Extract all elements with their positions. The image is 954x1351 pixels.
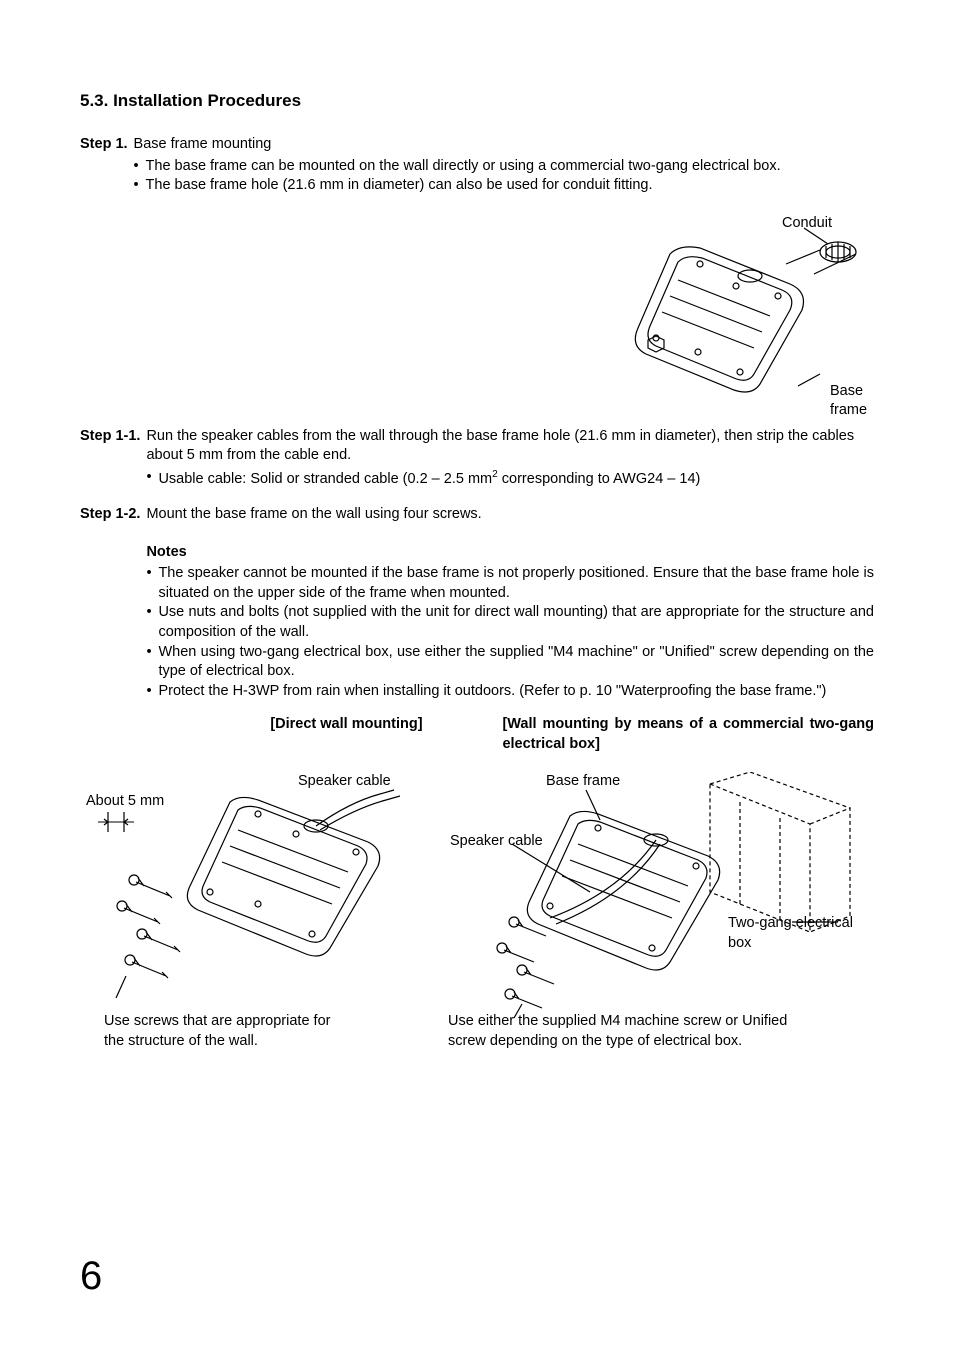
cable-suffix: corresponding to AWG24 – 14)	[498, 471, 701, 487]
note-item: When using two-gang electrical box, use …	[146, 643, 874, 682]
page: 5.3. Installation Procedures Step 1. Bas…	[0, 0, 954, 1351]
step1-1-label: Step 1-1.	[80, 427, 146, 490]
page-number: 6	[80, 1249, 102, 1303]
caption-left: Use screws that are appropriate for the …	[104, 1012, 344, 1051]
column-titles: [Direct wall mounting] [Wall mounting by…	[146, 715, 874, 754]
conduit-label: Conduit	[782, 214, 832, 234]
baseframe-right-label: Base frame	[546, 772, 620, 792]
step1-1-cable-item: Usable cable: Solid or stranded cable (0…	[146, 468, 874, 489]
note-item: Use nuts and bolts (not supplied with th…	[146, 603, 874, 642]
note-item: The speaker cannot be mounted if the bas…	[146, 564, 874, 603]
step1-2-label: Step 1-2.	[80, 505, 146, 754]
step1-2-row: Step 1-2. Mount the base frame on the wa…	[80, 505, 874, 754]
figure-top: Conduit Base frame	[80, 214, 874, 409]
figure-bottom: About 5 mm Speaker cable Use screws that…	[80, 772, 874, 1082]
notes-list: The speaker cannot be mounted if the bas…	[146, 564, 874, 701]
note-item: Protect the H-3WP from rain when install…	[146, 682, 874, 702]
step1-1-body: Run the speaker cables from the wall thr…	[146, 427, 874, 490]
notes-title: Notes	[146, 543, 874, 563]
step1-1-text: Run the speaker cables from the wall thr…	[146, 428, 854, 464]
step1-bullet: The base frame can be mounted on the wal…	[134, 157, 874, 177]
step1-row: Step 1. Base frame mounting The base fra…	[80, 135, 874, 196]
box-mount-diagram	[450, 772, 880, 1022]
col-title-right: [Wall mounting by means of a commercial …	[502, 715, 874, 754]
about5mm-label: About 5 mm	[86, 792, 164, 812]
step1-1-row: Step 1-1. Run the speaker cables from th…	[80, 427, 874, 490]
cable-prefix: Usable cable: Solid or stranded cable (0…	[158, 471, 492, 487]
caption-right: Use either the supplied M4 machine screw…	[448, 1012, 818, 1051]
step1-bullets: The base frame can be mounted on the wal…	[134, 157, 874, 196]
speaker-cable-left-label: Speaker cable	[298, 772, 391, 792]
baseframe-label: Base frame	[830, 382, 874, 421]
step1-bullet: The base frame hole (21.6 mm in diameter…	[134, 176, 874, 196]
step1-2-text: Mount the base frame on the wall using f…	[146, 506, 481, 522]
two-gang-label: Two-gang electrical box	[728, 914, 874, 953]
step1-title: Base frame mounting	[134, 136, 272, 152]
step1-body: Base frame mounting The base frame can b…	[134, 135, 874, 196]
section-title: 5.3. Installation Procedures	[80, 90, 874, 113]
baseframe-conduit-diagram	[550, 214, 870, 409]
col-title-left: [Direct wall mounting]	[146, 715, 476, 754]
step1-2-body: Mount the base frame on the wall using f…	[146, 505, 874, 754]
step1-1-cable: Usable cable: Solid or stranded cable (0…	[146, 468, 874, 489]
speaker-cable-right-label: Speaker cable	[450, 832, 543, 852]
step1-label: Step 1.	[80, 135, 134, 196]
